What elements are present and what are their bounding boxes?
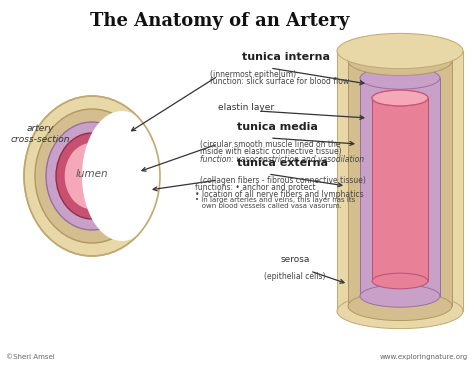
Text: serosa: serosa: [280, 255, 310, 264]
Bar: [360, 78, 440, 296]
Text: tunica externa: tunica externa: [237, 158, 328, 168]
Bar: [348, 61, 452, 306]
Ellipse shape: [64, 142, 120, 210]
Ellipse shape: [360, 285, 440, 307]
Text: elastin layer: elastin layer: [218, 104, 274, 112]
Text: www.exploringnature.org: www.exploringnature.org: [380, 354, 468, 360]
Text: inside with elastic connective tissue): inside with elastic connective tissue): [200, 147, 342, 156]
Text: function: slick surface for blood flow: function: slick surface for blood flow: [210, 77, 349, 86]
Text: function: vasoconstriction and vasodilation: function: vasoconstriction and vasodilat…: [200, 155, 364, 164]
Text: own blood vessels called vasa vasorum.: own blood vessels called vasa vasorum.: [195, 203, 342, 209]
Ellipse shape: [337, 294, 463, 329]
Ellipse shape: [46, 122, 138, 230]
Text: artery
cross-section: artery cross-section: [10, 124, 70, 144]
Ellipse shape: [372, 90, 428, 106]
Ellipse shape: [56, 133, 128, 219]
Text: • in large arteries and veins, this layer has its: • in large arteries and veins, this laye…: [195, 197, 355, 203]
Text: tunica interna: tunica interna: [242, 52, 330, 62]
Ellipse shape: [337, 33, 463, 69]
Text: (innermost epithelum): (innermost epithelum): [210, 70, 296, 79]
Text: functions: • anchor and protect: functions: • anchor and protect: [195, 183, 316, 192]
Text: The Anatomy of an Artery: The Anatomy of an Artery: [91, 12, 350, 30]
Text: (circular smooth muscle lined on the: (circular smooth muscle lined on the: [200, 140, 340, 149]
Text: (epithelial cells): (epithelial cells): [264, 272, 326, 281]
Text: ©Sheri Amsel: ©Sheri Amsel: [6, 354, 55, 360]
Ellipse shape: [24, 96, 160, 256]
Text: tunica media: tunica media: [237, 122, 318, 132]
Text: • location of all nerve fibers and lymphatics: • location of all nerve fibers and lymph…: [195, 190, 364, 199]
Ellipse shape: [372, 90, 428, 106]
Ellipse shape: [348, 291, 452, 321]
Ellipse shape: [348, 46, 452, 75]
Bar: [337, 51, 463, 311]
Text: (collagen fibers - fibrous connective tissue): (collagen fibers - fibrous connective ti…: [200, 176, 366, 185]
Ellipse shape: [372, 273, 428, 289]
Ellipse shape: [82, 111, 162, 241]
Ellipse shape: [35, 109, 149, 243]
Text: lumen: lumen: [76, 169, 109, 179]
Bar: [372, 98, 428, 281]
Ellipse shape: [360, 67, 440, 89]
